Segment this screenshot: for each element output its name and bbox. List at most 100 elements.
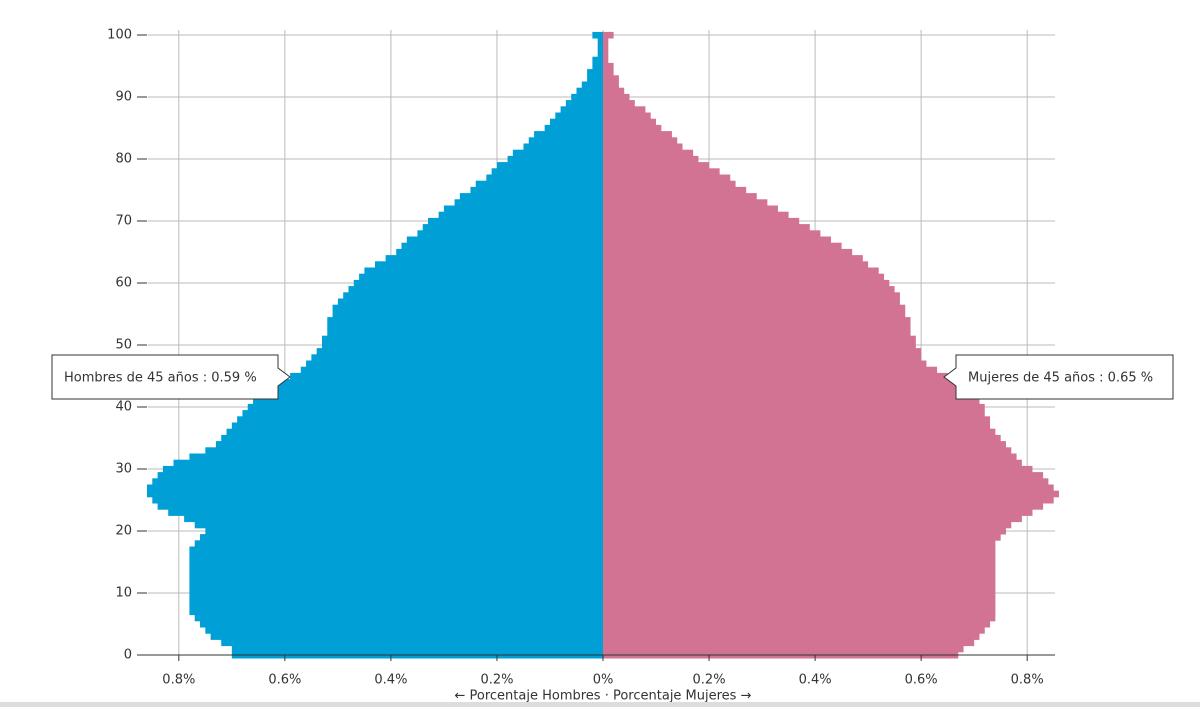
bar (210, 633, 603, 640)
bar (359, 273, 603, 281)
bar (603, 552, 996, 560)
bar (300, 366, 603, 374)
bar (576, 87, 603, 95)
bar (603, 608, 996, 616)
bar (603, 292, 900, 299)
bar (231, 422, 603, 430)
bar (327, 329, 603, 337)
bar (337, 298, 603, 306)
bar (194, 614, 603, 622)
bar (603, 143, 683, 151)
bar (587, 69, 603, 76)
y-tick-label: 30 (115, 462, 132, 477)
bar (603, 31, 614, 39)
bar (507, 155, 603, 163)
bar (603, 639, 975, 647)
bar (603, 38, 609, 45)
bar (603, 205, 778, 213)
bar (603, 267, 879, 275)
bar (603, 236, 831, 244)
bar (603, 521, 1012, 529)
bar (268, 385, 603, 392)
bar (496, 162, 603, 169)
bar (603, 490, 1059, 498)
bar (603, 527, 1006, 535)
bar (603, 472, 1044, 479)
bar (581, 81, 603, 89)
bar (189, 577, 603, 585)
bar (603, 534, 1001, 541)
bar (603, 428, 996, 436)
bar (603, 230, 821, 237)
bar (332, 304, 603, 312)
bar (592, 31, 603, 39)
y-tick-label: 60 (115, 276, 132, 291)
bar (603, 155, 699, 163)
bar (603, 441, 1006, 448)
bar (603, 478, 1049, 485)
bars (147, 31, 1059, 659)
bar (603, 124, 662, 132)
bar (555, 112, 603, 120)
bar (603, 224, 810, 231)
y-tick-label: 70 (115, 214, 132, 229)
bar (571, 93, 603, 101)
bar (603, 286, 895, 293)
tooltip-women: Mujeres de 45 años : 0.65 % (943, 354, 1174, 400)
bar (603, 131, 672, 138)
bar (512, 149, 603, 157)
bar (258, 391, 603, 399)
bar (603, 577, 996, 585)
bar (205, 527, 604, 535)
y-tick-label: 20 (115, 524, 132, 539)
bar (603, 465, 1033, 473)
bar (603, 162, 710, 169)
bar (231, 645, 603, 653)
bar (279, 379, 603, 386)
bar (603, 614, 996, 622)
bar (592, 62, 603, 70)
bar (189, 583, 603, 591)
bar (290, 372, 603, 380)
bar (343, 292, 603, 299)
tooltip-box (943, 354, 1174, 400)
x-tick-label: 0.2% (480, 673, 513, 688)
bar (603, 546, 996, 554)
bar (189, 602, 603, 609)
bar (603, 410, 985, 417)
y-tick-label: 80 (115, 152, 132, 167)
bar (162, 465, 603, 473)
bar (221, 434, 604, 442)
bar (603, 459, 1022, 467)
tooltip-men: Hombres de 45 años : 0.59 % (51, 354, 291, 400)
bar (428, 217, 603, 225)
bar (603, 317, 911, 324)
bar (603, 180, 736, 188)
bar (152, 496, 604, 504)
bar (603, 44, 609, 51)
bar (603, 416, 991, 423)
axes: 0 10 20 30 40 50 60 70 80 90 100 0.8% 0.6% 0.4% 0.2% 0%… (107, 28, 1055, 688)
bar (603, 335, 916, 343)
bar (603, 571, 996, 578)
bar (603, 422, 991, 430)
bar (603, 261, 869, 268)
bar (603, 75, 619, 82)
bar (184, 515, 603, 523)
bar (603, 453, 1017, 461)
bar (603, 242, 842, 250)
bar (603, 193, 757, 200)
bar (603, 112, 651, 120)
bar (603, 503, 1044, 510)
bar (603, 50, 609, 58)
bar (603, 279, 890, 287)
bar (603, 391, 975, 399)
bar (168, 509, 604, 516)
bar (401, 242, 603, 250)
bar (173, 459, 603, 467)
bar (603, 496, 1054, 504)
bar (147, 484, 603, 492)
bar (189, 571, 603, 578)
bar (321, 335, 603, 343)
y-tick-label: 40 (115, 400, 132, 415)
